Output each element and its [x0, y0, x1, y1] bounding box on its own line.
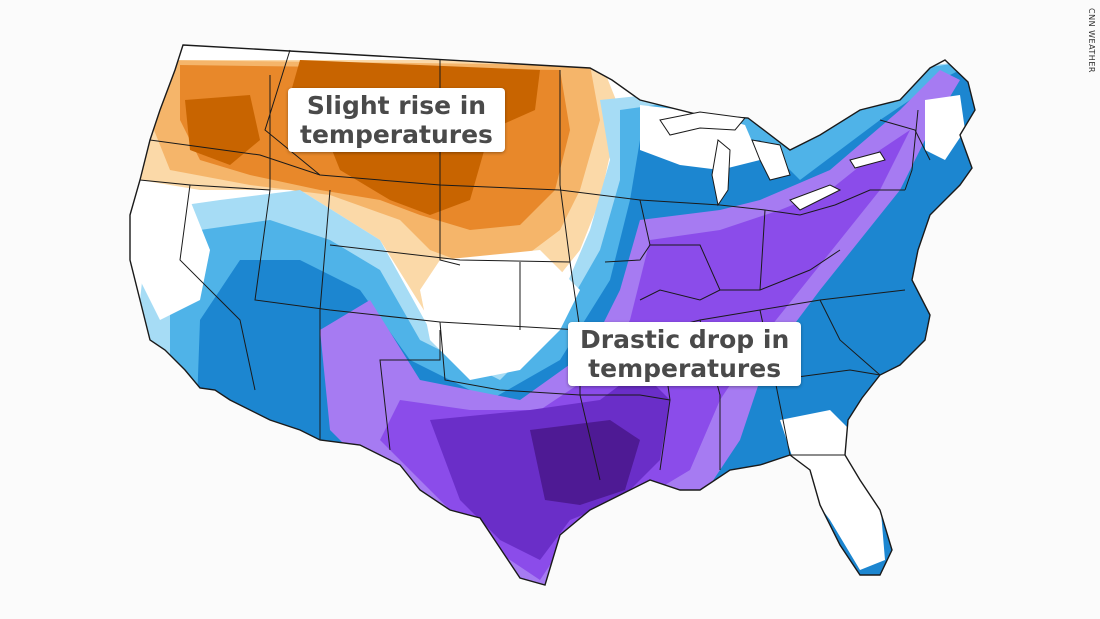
lake-huron [751, 139, 791, 181]
lake-superior [659, 111, 746, 136]
state-borders [129, 44, 976, 586]
neutral-zone-southeast [780, 410, 885, 570]
cold-zone-deepest [530, 420, 640, 505]
callout-drop-line1: Drastic drop in [580, 325, 790, 354]
lake-erie [789, 184, 842, 211]
temperature-field [130, 60, 975, 585]
callout-drastic-drop: Drastic drop in temperatures [568, 322, 802, 386]
source-credit: CNN WEATHER [1087, 8, 1096, 73]
neutral-zone-plains [420, 250, 580, 380]
callout-drop-line2: temperatures [588, 354, 782, 383]
callout-slight-rise: Slight rise in temperatures [288, 88, 505, 152]
lake-michigan [711, 139, 731, 207]
callout-rise-line1: Slight rise in [306, 91, 487, 120]
neutral-zone-new-england [925, 95, 965, 160]
neutral-zone-nevada [140, 200, 210, 320]
callout-rise-line2: temperatures [300, 120, 493, 149]
lake-ontario [849, 151, 886, 169]
great-lakes [659, 111, 886, 211]
